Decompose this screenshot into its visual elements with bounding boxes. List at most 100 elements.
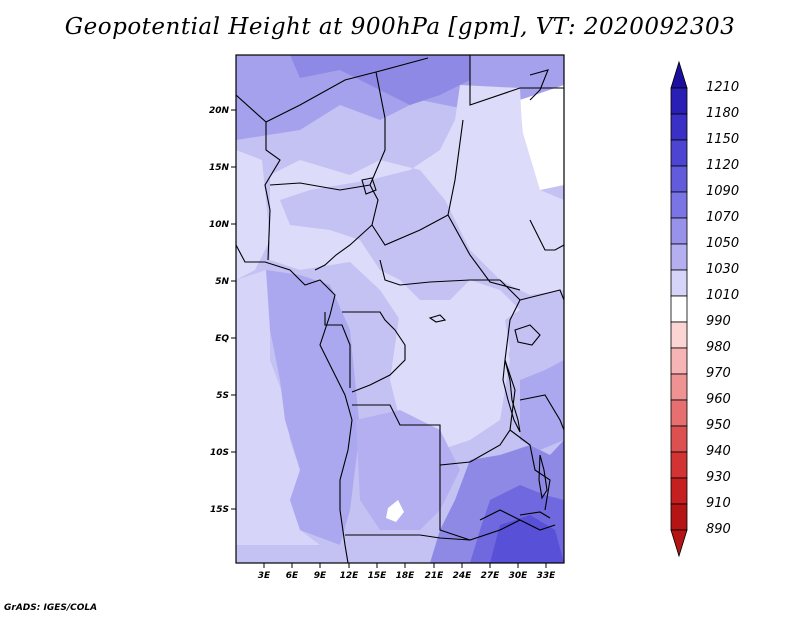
longitude-ticks	[263, 563, 547, 568]
border-libya-chad	[369, 71, 386, 186]
horn-border	[529, 219, 564, 251]
border-congo-drc	[351, 329, 406, 393]
south-medium	[356, 410, 460, 530]
colorbar-level-label: 1090	[706, 184, 740, 199]
colorbar-swatch	[670, 347, 688, 375]
country-borders	[236, 55, 564, 563]
colorbar-swatch	[670, 503, 688, 531]
lon-label: 21E	[425, 571, 445, 581]
colorbar-level-label: 970	[706, 366, 731, 381]
white-patch	[386, 500, 404, 522]
east-medium	[520, 360, 564, 450]
border-niger-nigeria	[269, 182, 371, 191]
central-light-region	[270, 85, 564, 390]
latitude-labels: 20N 15N 10N 5N EQ 5S 10S 15S	[209, 106, 230, 515]
longitude-labels: 3E 6E 9E 12E 15E 18E 21E 24E 27E 30E 33E	[258, 571, 556, 581]
lat-label: 5N	[215, 277, 229, 287]
colorbar-swatch	[670, 165, 688, 193]
colorbar-swatch	[670, 477, 688, 505]
lat-label: 10S	[210, 448, 229, 458]
coastline-west	[236, 244, 353, 563]
lat-label: 20N	[209, 106, 230, 116]
colorbar-swatch	[670, 87, 688, 115]
colorbar	[670, 60, 688, 558]
kariba	[519, 511, 551, 519]
lat-label: 15S	[210, 505, 229, 515]
red-sea-coast	[529, 69, 549, 101]
colorbar-swatch	[670, 139, 688, 167]
lat-label: 5S	[216, 391, 229, 401]
colorbar-swatch	[670, 373, 688, 401]
lon-label: 12E	[340, 571, 360, 581]
colorbar-level-label: 1030	[706, 262, 740, 277]
lake-malawi	[538, 454, 548, 500]
colorbar-swatch	[670, 243, 688, 271]
colorbar-level-label: 990	[706, 314, 731, 329]
lon-label: 24E	[453, 571, 473, 581]
lat-label: 15N	[209, 163, 230, 173]
colorbar-top-arrow	[670, 60, 688, 89]
border-cameroon-congo	[342, 311, 396, 331]
border-algeria-mali	[265, 57, 429, 123]
colorbar-swatch	[670, 425, 688, 453]
lake-victoria	[514, 324, 541, 346]
southeast-darkest	[490, 515, 564, 563]
colorbar-level-label: 1150	[706, 132, 740, 147]
lake-chad	[361, 177, 377, 195]
colorbar-swatch	[670, 451, 688, 479]
lon-label: 30E	[509, 571, 529, 581]
border-malawi	[509, 429, 551, 511]
sw-atlantic-light	[236, 270, 320, 545]
congo-light-region	[390, 300, 510, 450]
colorbar-level-label: 1070	[706, 210, 740, 225]
colorbar-level-label: 910	[706, 496, 731, 511]
lat-label: EQ	[215, 334, 229, 344]
border-east-africa	[519, 289, 564, 301]
lon-label: 3E	[258, 571, 271, 581]
colorbar-swatch	[670, 399, 688, 427]
border-drc-angola	[352, 404, 471, 466]
lon-label: 9E	[314, 571, 327, 581]
border-nigeria-cameroon	[314, 184, 379, 271]
border-angola-namibia	[345, 534, 471, 541]
colorbar-level-label: 950	[706, 418, 731, 433]
colorbar-level-label: 1050	[706, 236, 740, 251]
southwest-medium	[266, 270, 360, 545]
border-zimbabwe	[479, 509, 556, 531]
colorbar-level-label: 1010	[706, 288, 740, 303]
lon-label: 33E	[537, 571, 557, 581]
border-drc-east	[469, 279, 521, 463]
colorbar-level-label: 1180	[706, 106, 740, 121]
colorbar-level-label: 960	[706, 392, 731, 407]
grads-credit: GrADS: IGES/COLA	[4, 603, 98, 613]
colorbar-swatch	[670, 269, 688, 297]
lake-tanganyika	[502, 359, 521, 433]
border-benin-nigeria	[267, 209, 271, 261]
colorbar-swatch	[670, 321, 688, 349]
colorbar-level-label: 980	[706, 340, 731, 355]
map-title: Geopotential Height at 900hPa [gpm], VT:…	[64, 14, 736, 40]
lon-label: 6E	[286, 571, 299, 581]
west-coast-light	[236, 150, 270, 280]
colorbar-level-label: 890	[706, 522, 731, 537]
border-zambia	[439, 465, 521, 541]
lon-label: 18E	[396, 571, 416, 581]
border-mali-niger	[236, 94, 281, 211]
colorbar-level-label: 1120	[706, 158, 740, 173]
border-gabon-congo	[324, 312, 351, 388]
border-car-drc	[379, 259, 500, 286]
north-core	[290, 55, 470, 105]
border-chad-car	[371, 214, 449, 246]
colorbar-bottom-arrow	[670, 529, 688, 558]
border-egypt-sudan	[469, 55, 564, 106]
latitude-ticks	[231, 109, 236, 510]
lon-label: 27E	[481, 571, 501, 581]
border-tanzania	[519, 394, 564, 431]
map-frame	[235, 54, 565, 564]
colorbar-swatch	[670, 295, 688, 323]
small-lake-drc	[428, 314, 447, 323]
colorbar-swatch	[670, 217, 688, 245]
lon-label: 15E	[368, 571, 388, 581]
lat-label: 10N	[209, 220, 230, 230]
